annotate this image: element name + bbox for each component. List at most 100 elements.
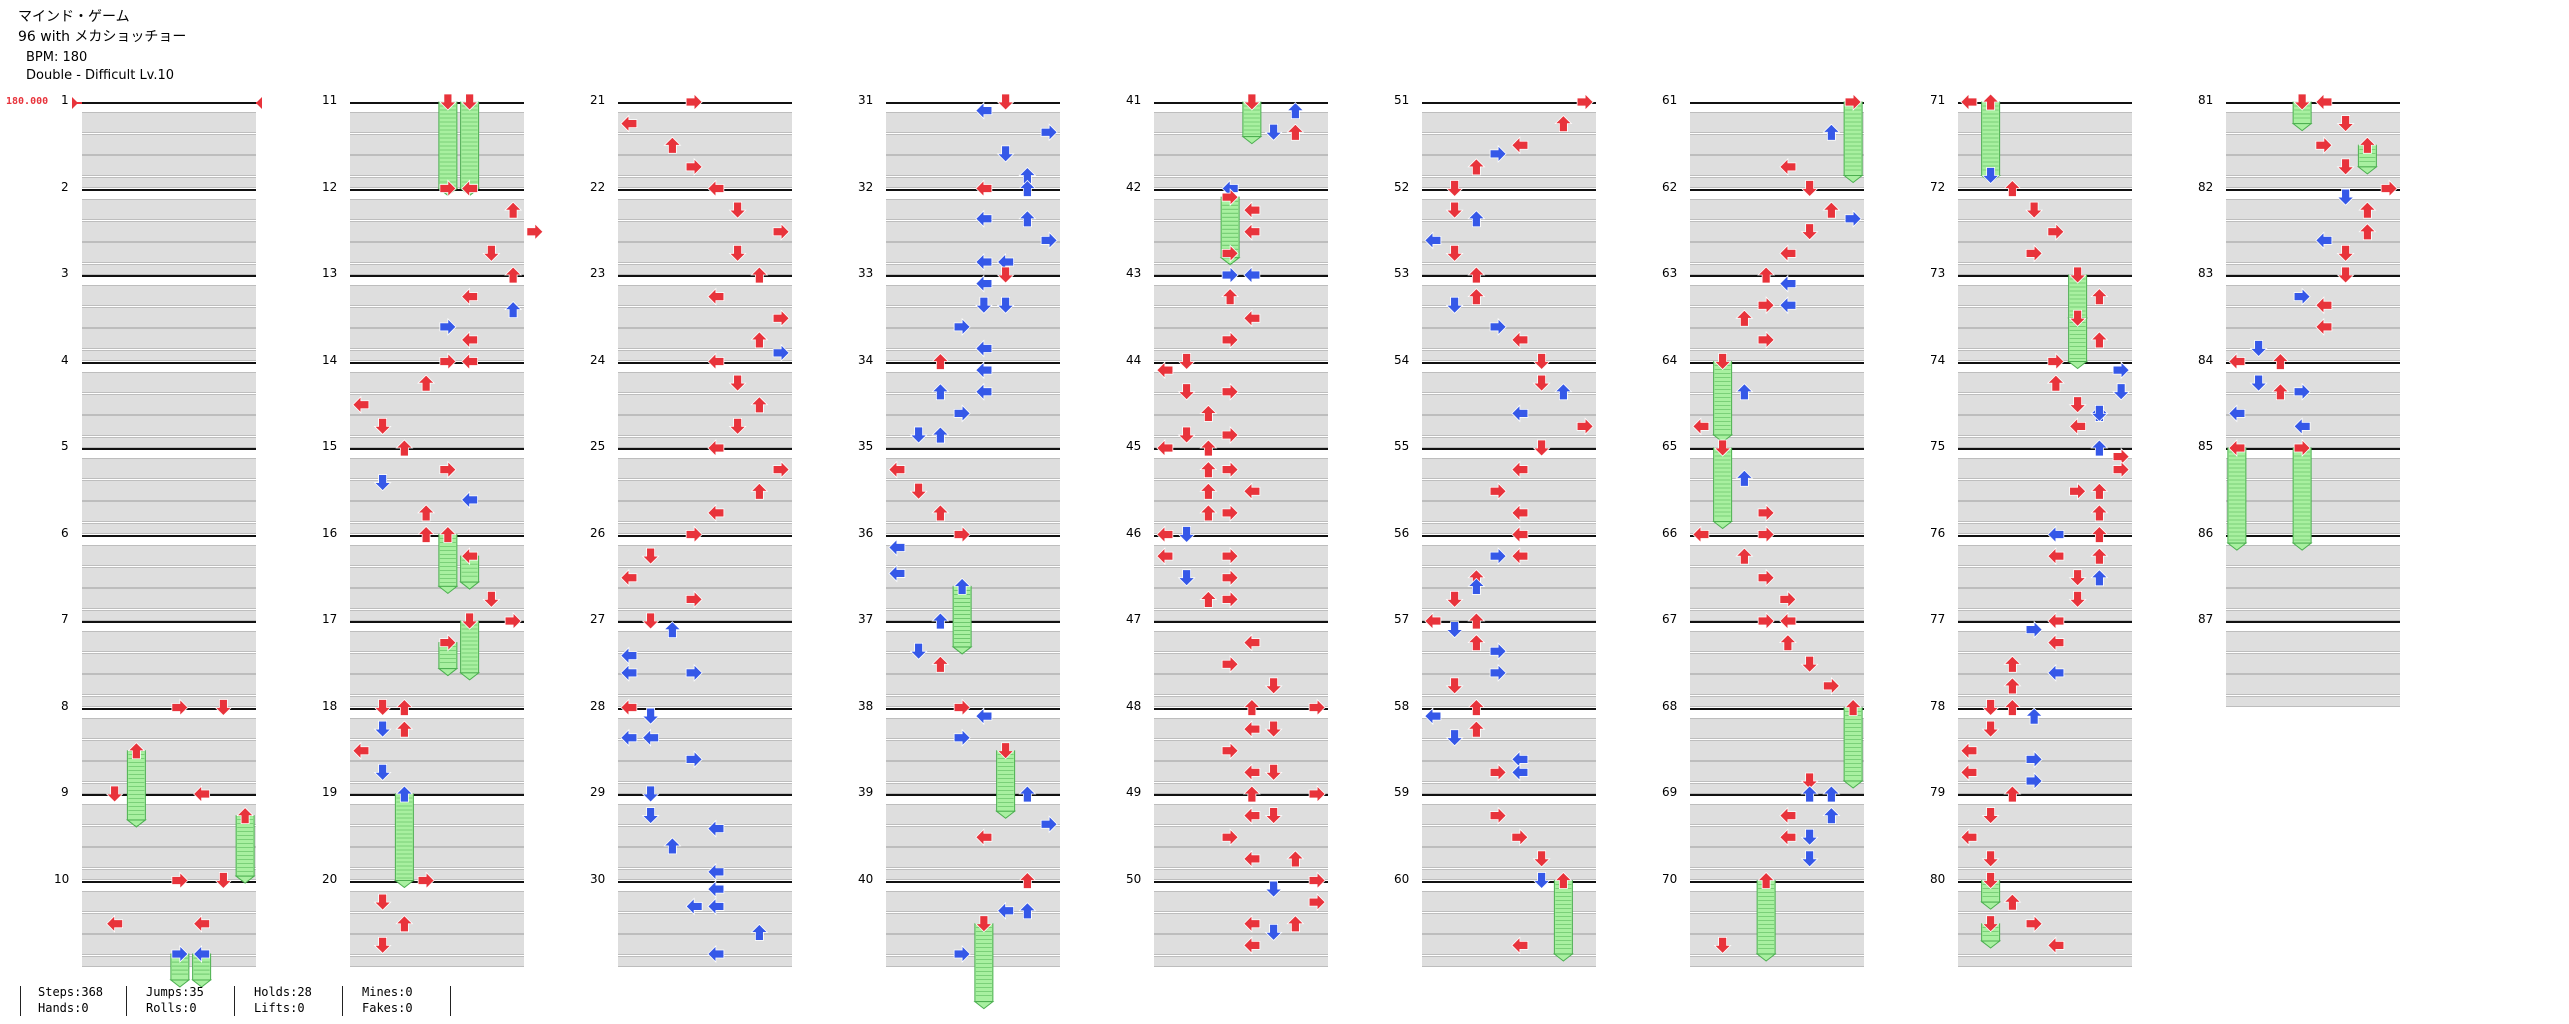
arrow-left-icon — [1692, 417, 1710, 436]
measure-line — [886, 621, 1060, 623]
beat-stripe — [886, 285, 1060, 306]
beat-stripe — [82, 241, 256, 263]
arrow-up-icon — [663, 837, 682, 855]
arrow-right-icon — [685, 750, 703, 769]
arrow-left-icon — [1424, 707, 1442, 726]
beat-stripe — [350, 458, 524, 479]
arrow-down-icon — [1445, 244, 1464, 262]
beat-stripe — [886, 912, 1060, 934]
arrow-right-icon — [1040, 123, 1058, 142]
arrow-right-icon — [439, 633, 457, 652]
beat-stripe — [1958, 285, 2132, 306]
stats-separator — [342, 986, 343, 1016]
beat-stripe — [1154, 328, 1328, 349]
hold-body — [1756, 880, 1776, 955]
measure-line — [886, 880, 1060, 883]
arrow-right-icon — [1221, 330, 1239, 349]
arrow-down-icon — [373, 417, 392, 435]
measure-line — [618, 275, 792, 277]
arrow-up-icon — [2271, 352, 2290, 370]
arrow-left-icon — [707, 352, 725, 371]
beat-stripe — [350, 436, 524, 448]
measure-number: 16 — [322, 525, 338, 540]
measure-line — [1690, 448, 1864, 450]
arrow-up-icon — [504, 301, 523, 319]
arrow-down-icon — [1713, 353, 1732, 371]
arrow-right-icon — [171, 945, 189, 963]
beat-stripe — [1958, 631, 2132, 652]
beat-stripe — [2226, 544, 2400, 566]
measure-number: 23 — [590, 266, 606, 280]
arrow-left-icon — [1511, 547, 1529, 566]
beat-stripe — [1958, 134, 2132, 155]
arrow-down-icon — [1264, 807, 1283, 825]
beat-stripe — [618, 328, 792, 349]
beat-stripe — [82, 890, 256, 912]
measure-line — [350, 794, 524, 796]
measure-line — [1958, 621, 2132, 623]
arrow-up-icon — [395, 785, 414, 803]
beat-stripe — [618, 653, 792, 674]
arrow-left-icon — [1511, 136, 1529, 155]
measure-line — [2226, 102, 2400, 104]
bpm-tick-left — [72, 97, 78, 109]
arrow-up-icon — [953, 577, 972, 595]
arrow-right-icon — [1221, 188, 1239, 207]
beat-stripe — [886, 847, 1060, 868]
arrow-up-icon — [750, 482, 769, 500]
beat-stripe — [350, 393, 524, 415]
beat-stripe — [1422, 328, 1596, 349]
beat-stripe — [1690, 653, 1864, 674]
arrow-left-icon — [1779, 244, 1797, 263]
beat-stripe — [1422, 414, 1596, 436]
beat-stripe — [886, 177, 1060, 188]
beat-stripe — [350, 653, 524, 674]
measure-number: 2 — [61, 179, 69, 194]
measure-line — [886, 188, 1060, 191]
beat-stripe — [1154, 760, 1328, 782]
arrow-down-icon — [1713, 936, 1732, 954]
beat-stripe — [1154, 307, 1328, 328]
beat-stripe — [82, 847, 256, 868]
beat-stripe — [1154, 414, 1328, 436]
arrow-down-icon — [641, 707, 660, 725]
measure-line — [1958, 275, 2132, 277]
measure-number: 43 — [1126, 266, 1142, 280]
beat-stripe — [1422, 480, 1596, 501]
beat-stripe — [82, 263, 256, 275]
beat-stripe — [618, 480, 792, 501]
beat-stripe — [618, 263, 792, 275]
beat-stripe — [350, 198, 524, 220]
beat-stripe — [1154, 631, 1328, 652]
stats-group-jumps: Jumps:35 Rolls:0 — [146, 984, 204, 1016]
measure-line — [1958, 188, 2132, 191]
arrow-left-icon — [1511, 330, 1529, 349]
hold-tail — [2291, 542, 2313, 551]
beat-stripe — [82, 220, 256, 242]
arrow-up-icon — [2003, 179, 2022, 197]
arrow-right-icon — [953, 525, 971, 544]
arrow-down-icon — [996, 742, 1015, 760]
measure-line — [618, 534, 792, 537]
arrow-down-icon — [1445, 729, 1464, 747]
stat-fakes: Fakes:0 — [362, 1001, 413, 1015]
arrow-up-icon — [1018, 871, 1037, 889]
beat-stripe — [1690, 501, 1864, 522]
measure-line — [2226, 361, 2400, 364]
arrow-right-icon — [439, 179, 457, 198]
hold-body — [1843, 101, 1863, 177]
beat-stripe — [886, 760, 1060, 782]
measure-number: 27 — [590, 612, 606, 626]
arrow-up-icon — [2003, 677, 2022, 695]
beat-stripe — [1154, 782, 1328, 794]
beat-stripe — [1422, 890, 1596, 912]
beat-stripe — [618, 155, 792, 176]
beat-stripe — [1154, 241, 1328, 263]
measure-number: 48 — [1126, 698, 1142, 713]
beat-stripe — [618, 566, 792, 588]
beat-stripe — [1690, 177, 1864, 188]
arrow-down-icon — [1445, 677, 1464, 695]
measure-column — [1958, 102, 2132, 986]
beat-stripe — [1958, 826, 2132, 847]
beat-stripe — [1154, 826, 1328, 847]
